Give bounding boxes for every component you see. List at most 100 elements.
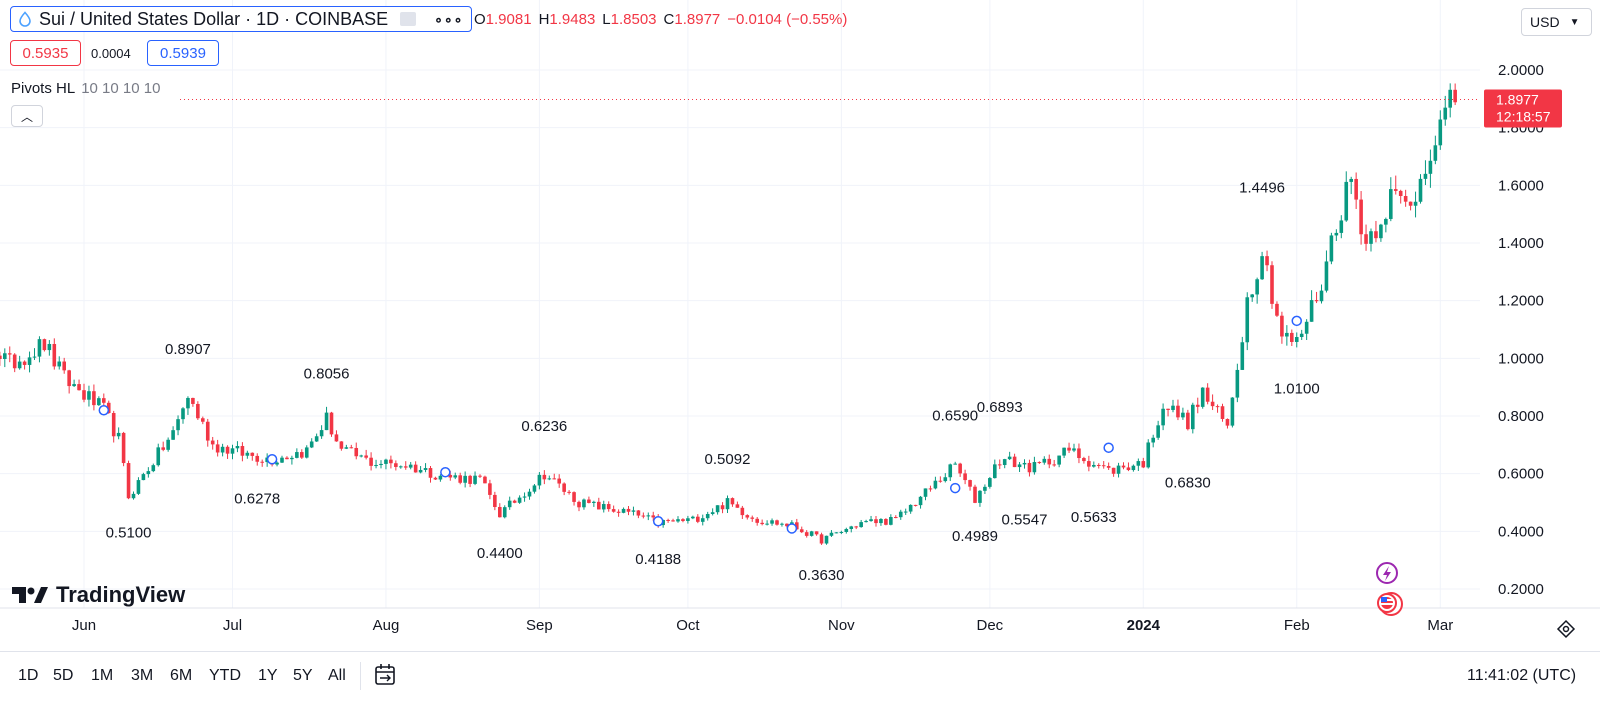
- candle-body: [616, 511, 621, 513]
- candle-body: [1096, 464, 1101, 466]
- currency-select[interactable]: USD ▼: [1521, 8, 1592, 36]
- candle: [121, 431, 126, 467]
- price-chart[interactable]: 0.8907 0.5100 0.6278 0.8056 0.4400 0.6236 0.41…: [0, 0, 1600, 651]
- price-tick-label: 1.6000: [1498, 177, 1544, 194]
- price-tick-label: 1.4000: [1498, 235, 1544, 252]
- candle: [740, 505, 745, 519]
- candle-body: [1393, 189, 1398, 191]
- timeframe-3m[interactable]: 3M: [131, 667, 154, 684]
- candle: [597, 497, 601, 510]
- candle-body: [131, 493, 136, 499]
- candle-body: [785, 523, 789, 527]
- flag-icon[interactable]: [400, 12, 417, 26]
- candle-body: [3, 353, 7, 359]
- timeframe-all[interactable]: All: [328, 667, 346, 684]
- more-options-icon[interactable]: ∘∘∘: [434, 10, 464, 27]
- candle-body: [765, 523, 769, 525]
- lightning-icon[interactable]: [1376, 562, 1398, 584]
- pivot-label-high: 1.4496: [1239, 180, 1285, 197]
- candle: [691, 515, 695, 520]
- candle-body: [626, 508, 631, 512]
- candle: [696, 514, 700, 524]
- timeframe-5y[interactable]: 5Y: [293, 667, 313, 684]
- candle: [97, 396, 101, 406]
- candle: [423, 463, 428, 473]
- time-tick-label: Jun: [72, 617, 96, 634]
- toolbar-divider: [360, 662, 361, 690]
- candle-body: [973, 486, 977, 503]
- candle: [809, 530, 814, 537]
- symbol-search-box[interactable]: Sui / United States Dollar · 1D · COINBA…: [10, 6, 472, 32]
- candle-body: [354, 447, 359, 457]
- candle: [1349, 176, 1353, 195]
- candle: [225, 445, 230, 459]
- candle: [953, 461, 957, 465]
- price-axis[interactable]: 2.00001.80001.60001.40001.20001.00000.80…: [1498, 62, 1544, 598]
- timeframe-1m[interactable]: 1M: [91, 667, 114, 684]
- candle: [22, 360, 27, 370]
- candle: [1339, 215, 1344, 239]
- axis-settings-icon[interactable]: [1556, 619, 1576, 639]
- candle-body: [978, 490, 982, 503]
- pivot-label-high: 0.6236: [521, 418, 567, 435]
- candle: [111, 410, 116, 443]
- candle-body: [879, 518, 883, 524]
- indicator-legend[interactable]: Pivots HL 10 10 10 10: [11, 80, 160, 97]
- utc-clock[interactable]: 11:41:02 (UTC): [1467, 667, 1577, 684]
- candle: [1265, 250, 1269, 272]
- high-label: H: [538, 11, 550, 28]
- candle: [1215, 404, 1220, 413]
- candle: [433, 476, 438, 481]
- time-tick-label: Aug: [373, 617, 400, 634]
- candle: [324, 406, 329, 431]
- candle: [775, 519, 779, 526]
- timeframe-1d[interactable]: 1D: [18, 667, 39, 684]
- candle-body: [819, 534, 824, 544]
- time-axis[interactable]: Jun Jul Aug Sep Oct Nov Dec 2024 Feb Mar: [0, 607, 1600, 634]
- candle-body: [577, 501, 581, 508]
- candle-body: [582, 499, 586, 508]
- candle: [191, 397, 195, 407]
- timeframe-ytd[interactable]: YTD: [209, 667, 241, 684]
- last-price-badge: 1.8977 12:18:57: [1484, 89, 1562, 128]
- candle-body: [601, 504, 606, 510]
- sell-button[interactable]: 0.5935: [10, 40, 81, 66]
- candle: [1067, 442, 1071, 454]
- candle-body: [488, 483, 492, 495]
- candle: [1136, 458, 1141, 471]
- candle-body: [1007, 456, 1012, 460]
- candle-body: [1240, 342, 1245, 370]
- candle: [37, 336, 42, 363]
- timeframe-5d[interactable]: 5D: [53, 667, 74, 684]
- candle-body: [1265, 256, 1269, 266]
- candle-body: [423, 468, 428, 470]
- candle: [1334, 229, 1339, 241]
- candle: [671, 518, 675, 522]
- candle: [765, 520, 769, 526]
- collapse-legend-button[interactable]: ︿: [11, 105, 43, 127]
- candle-body: [12, 354, 17, 369]
- candle-body: [1166, 408, 1170, 410]
- go-to-date-icon[interactable]: [374, 663, 396, 687]
- candle: [280, 455, 284, 464]
- candle: [82, 383, 86, 403]
- candle: [1280, 311, 1284, 344]
- candle-body: [275, 462, 279, 465]
- candle-body: [1448, 89, 1452, 108]
- candle-body: [428, 468, 433, 478]
- candle: [1448, 83, 1452, 118]
- candle-body: [1087, 461, 1091, 467]
- candle: [577, 500, 581, 512]
- candle-body: [597, 501, 601, 510]
- candle: [804, 530, 809, 538]
- candle-body: [750, 517, 755, 519]
- us-flag-event-icon[interactable]: [1377, 592, 1403, 616]
- buy-button[interactable]: 0.5939: [147, 40, 219, 66]
- timeframe-6m[interactable]: 6M: [170, 667, 193, 684]
- candle: [1052, 459, 1056, 467]
- timeframe-1y[interactable]: 1Y: [258, 667, 278, 684]
- candle-body: [1161, 408, 1165, 426]
- candle-body: [903, 511, 908, 513]
- candle: [403, 461, 408, 470]
- candle-body: [1176, 405, 1180, 418]
